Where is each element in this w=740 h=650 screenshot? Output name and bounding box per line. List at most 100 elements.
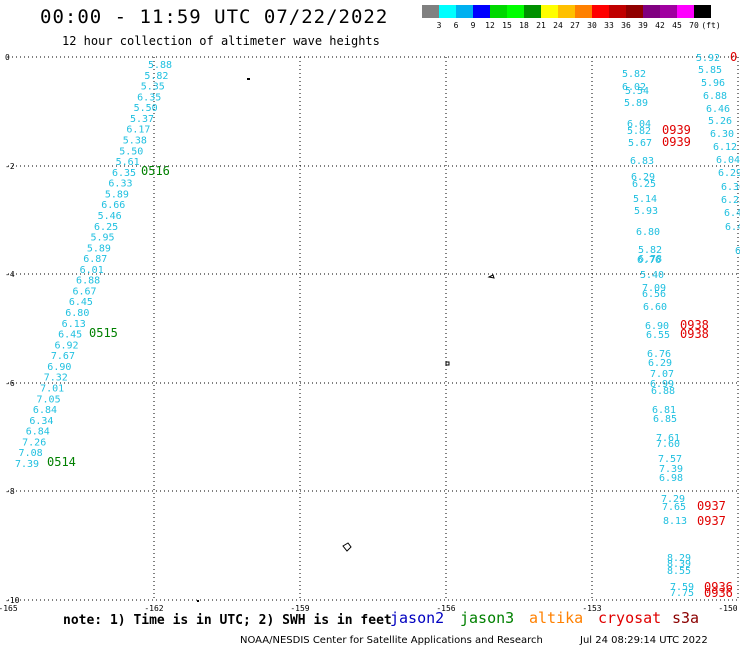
wave-height-label: 6.25 (632, 179, 656, 190)
wave-height-label: 5.93 (634, 206, 658, 217)
map-axes: -165 -162 -159 -156 -153 -150 0 -2 -4 -6 -8 -10 (0, 53, 738, 613)
wave-height-label: 6.88 (76, 276, 100, 287)
colorbar-swatch (558, 5, 575, 18)
wave-height-label: 6.29 (718, 168, 740, 179)
wave-height-label: 5.85 (698, 65, 722, 76)
wave-height-label: 6.80 (636, 227, 660, 238)
wave-height-label: 7.57 (658, 454, 682, 465)
wave-height-label: 6.98 (659, 473, 683, 484)
pass-time-label: 0937 (697, 514, 726, 528)
wave-height-label: 5.50 (119, 146, 143, 157)
island (487, 274, 495, 279)
wave-height-label: 8.13 (663, 516, 687, 527)
wave-height-label: 6.83 (630, 156, 654, 167)
colorbar-swatch (592, 5, 609, 18)
wave-height-label: 6.35 (137, 92, 161, 103)
wave-height-label: 7.07 (650, 369, 674, 380)
wave-height-label: 7.09 (642, 283, 666, 294)
colorbar-tick: 21 (536, 21, 546, 30)
colorbar-swatch (660, 5, 677, 18)
wave-height-label: 5.82 (627, 126, 651, 137)
pass-time-label: 0 (730, 50, 737, 64)
wave-height-label: 6.55 (646, 330, 670, 341)
legend-note: note: 1) Time is in UTC; 2) SWH is in fe… (63, 613, 392, 628)
wave-height-label: 5.46 (98, 211, 122, 222)
wave-height-label: 5.96 (701, 78, 725, 89)
wave-height-label: 6.92 (54, 340, 78, 351)
wave-height-label: 6.67 (72, 286, 96, 297)
wave-height-label: 6.46 (706, 104, 730, 115)
legend-cryosat: cryosat (598, 609, 662, 627)
colorbar-tick: 9 (470, 21, 476, 30)
y-tick-label: -4 (5, 270, 15, 279)
wave-height-label: 6.29 (631, 172, 655, 183)
colorbar-tick: 39 (638, 21, 648, 30)
wave-height-label: 7.39 (15, 459, 39, 470)
wave-height-label: 6.17 (126, 125, 150, 136)
wave-height-label: 5.89 (624, 98, 648, 109)
x-tick-label: -153 (582, 604, 601, 613)
wave-height-label: 5.26 (708, 116, 732, 127)
y-tick-label: -2 (5, 162, 15, 171)
pass-time-label: 0937 (697, 499, 726, 513)
colorbar-tick: 42 (655, 21, 665, 30)
wave-height-label: 6.84 (26, 427, 50, 438)
colorbar-swatch (677, 5, 694, 18)
colorbar-swatch (507, 5, 524, 18)
x-tick-label: -150 (718, 604, 737, 613)
footer-timestamp: Jul 24 08:29:14 UTC 2022 (580, 635, 708, 646)
pass-time-label: 0516 (141, 164, 170, 178)
wave-height-label: 6.33 (108, 179, 132, 190)
colorbar-swatch (643, 5, 660, 18)
wave-height-label: 5.14 (633, 194, 657, 205)
colorbar-swatch (694, 5, 711, 18)
colorbar (422, 5, 711, 18)
colorbar-tick: 3 (436, 21, 442, 30)
colorbar-swatch (456, 5, 473, 18)
colorbar-tick: (ft) (701, 21, 721, 30)
colorbar-tick: 36 (621, 21, 631, 30)
colorbar-swatch (609, 5, 626, 18)
wave-height-label: 7.59 (670, 582, 694, 593)
wave-height-label: 6.25 (721, 195, 740, 206)
wave-height-label: 6 (735, 246, 740, 257)
wave-height-label: 7.08 (19, 448, 43, 459)
wave-height-label: 6.34 (29, 416, 53, 427)
wave-height-label: 6.84 (33, 405, 57, 416)
colorbar-tick: 24 (553, 21, 563, 30)
colorbar-swatch (439, 5, 456, 18)
wave-height-label: 5.61 (116, 157, 140, 168)
colorbar-swatch (422, 5, 439, 18)
wave-height-label: 6.90 (645, 321, 669, 332)
colorbar-tick: 30 (587, 21, 597, 30)
wave-height-label: 5.82 (622, 69, 646, 80)
wave-height-label: 6.13 (62, 319, 86, 330)
wave-height-label: 5.95 (90, 233, 114, 244)
colorbar-swatch (575, 5, 592, 18)
x-tick-label: -159 (290, 604, 309, 613)
wave-height-label: 5.37 (130, 114, 154, 125)
wave-height-label: 8.55 (667, 566, 691, 577)
wave-height-label: 6.45 (725, 222, 740, 233)
x-tick-label: -162 (144, 604, 163, 613)
wave-height-label: 7.75 (670, 588, 694, 599)
wave-height-label: 6.56 (642, 289, 666, 300)
pass-time-label: 0515 (89, 326, 118, 340)
wave-height-label: 5.82 (638, 245, 662, 256)
wave-height-label: 6.87 (83, 254, 107, 265)
colorbar-tick: 70 (689, 21, 699, 30)
wave-height-label: 6.02 (622, 82, 646, 93)
wave-height-label: 8.29 (667, 553, 691, 564)
pass-time-label: 0936 (704, 580, 733, 594)
wave-height-label: 6.66 (101, 200, 125, 211)
wave-height-label: 7.61 (656, 433, 680, 444)
wave-height-label: 5.89 (105, 189, 129, 200)
wave-height-label: 6.60 (643, 302, 667, 313)
islands (197, 78, 495, 602)
island (342, 542, 352, 552)
colorbar-swatch (524, 5, 541, 18)
colorbar-tick: 27 (570, 21, 580, 30)
y-tick-label: -8 (5, 487, 15, 496)
wave-height-label: 6.35 (112, 168, 136, 179)
y-tick-label: -10 (5, 596, 20, 605)
